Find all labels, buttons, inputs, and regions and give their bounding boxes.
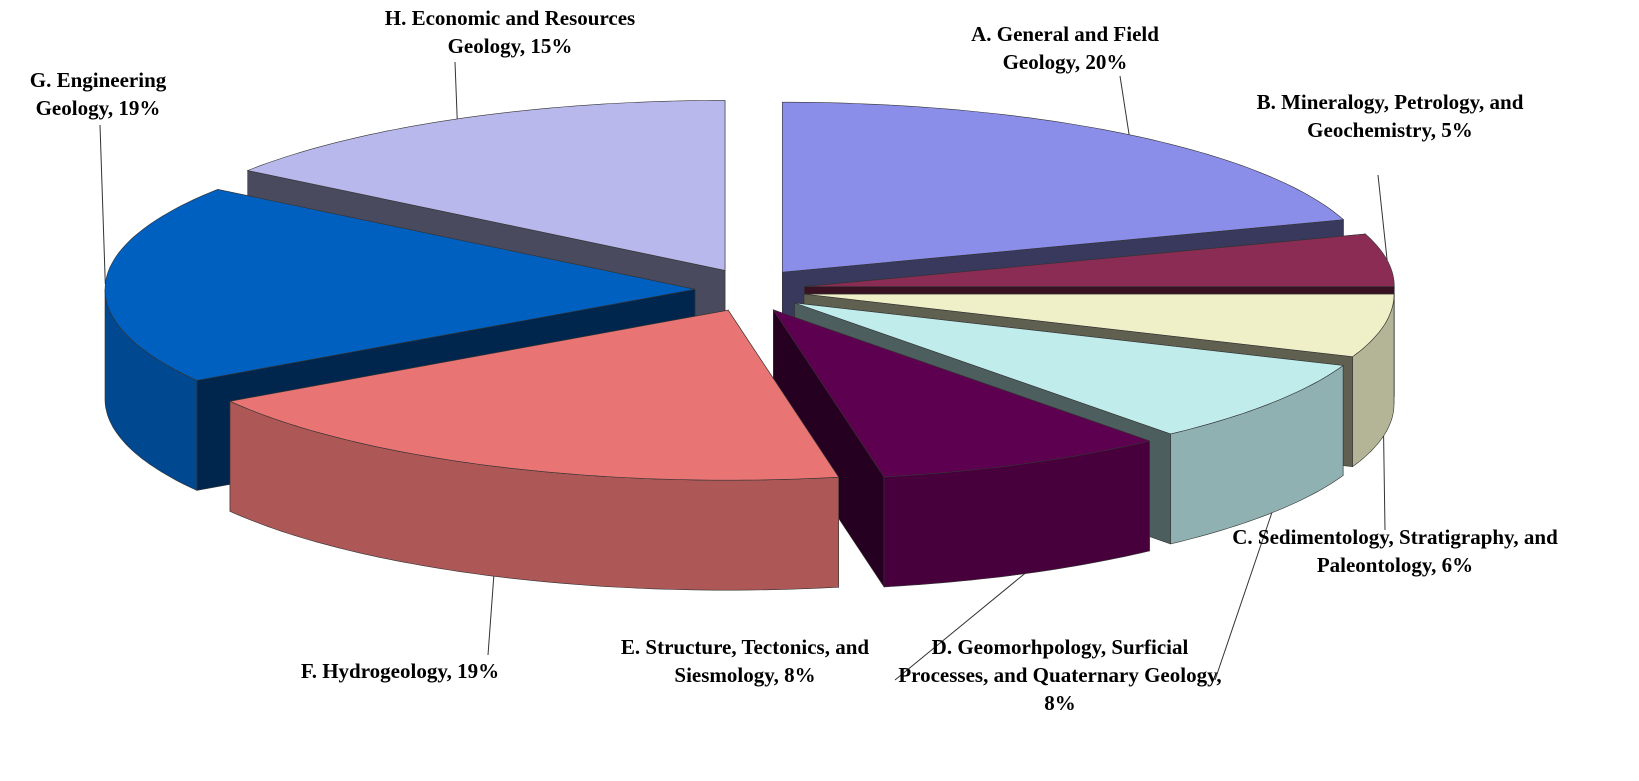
leader-line — [1214, 512, 1273, 681]
slice — [229, 309, 840, 481]
leader-line — [1119, 75, 1130, 135]
leader-line — [99, 124, 106, 285]
leader-line — [454, 61, 458, 119]
leader-line — [487, 576, 495, 656]
leader-line — [894, 573, 1025, 681]
slice-label: G. Engineering Geology, 19% — [29, 68, 167, 120]
slice-label: A. General and Field Geology, 20% — [971, 22, 1159, 74]
leader-line — [1383, 435, 1386, 531]
slice-label: D. Geomorhpology, Surficial Processes, a… — [898, 635, 1222, 715]
slice-label: E. Structure, Tectonics, and Siesmology,… — [620, 635, 870, 687]
slice-label: F. Hydrogeology, 19% — [300, 659, 500, 683]
leader-line — [1377, 174, 1388, 261]
slice-label: C. Sedimentology, Stratigraphy, and Pale… — [1232, 525, 1558, 577]
slice — [803, 293, 1395, 358]
slice — [794, 302, 1344, 435]
slice-label: B. Mineralogy, Petrology, and Geochemist… — [1256, 90, 1524, 142]
slice-label: H. Economic and Resources Geology, 15% — [384, 6, 636, 58]
slice — [772, 309, 1151, 478]
